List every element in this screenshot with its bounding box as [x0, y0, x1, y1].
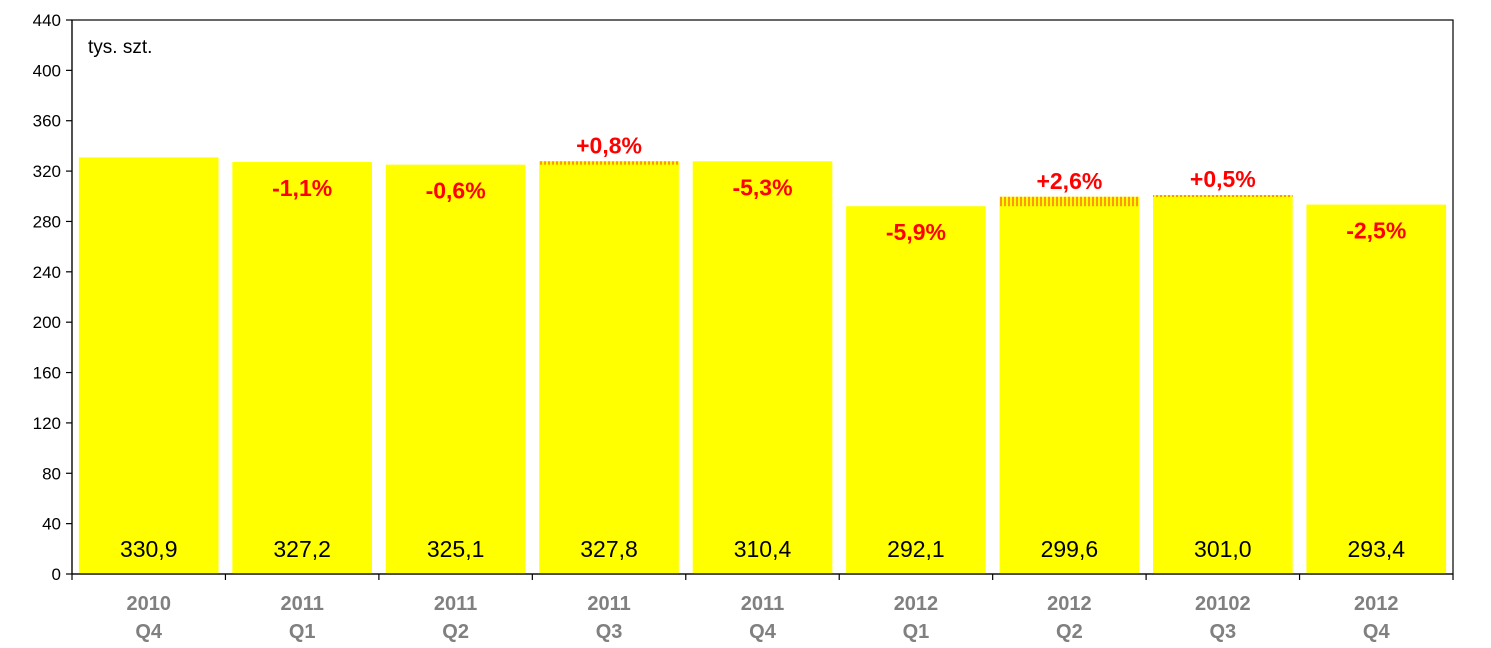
y-tick-label: 320 — [33, 162, 61, 181]
y-tick-label: 80 — [42, 464, 61, 483]
bar — [385, 164, 526, 574]
change-label: +2,6% — [1036, 168, 1102, 194]
y-tick-label: 400 — [33, 61, 61, 80]
x-tick-label: Q3 — [596, 621, 623, 643]
value-label: 299,6 — [1041, 536, 1099, 562]
y-tick-label: 40 — [42, 515, 61, 534]
change-label: -2,5% — [1346, 218, 1406, 244]
bar — [692, 161, 833, 574]
y-tick-label: 0 — [52, 565, 61, 584]
change-label: -1,1% — [272, 175, 332, 201]
x-tick-label: Q2 — [442, 621, 469, 643]
x-tick-label: 2011 — [280, 593, 323, 615]
bar — [999, 196, 1140, 574]
value-label: 330,9 — [120, 536, 178, 562]
unit-label: tys. szt. — [88, 37, 152, 58]
bar — [846, 206, 986, 574]
y-tick-label: 240 — [33, 263, 61, 282]
x-tick-label: Q1 — [903, 621, 930, 643]
x-tick-label: Q1 — [289, 621, 316, 643]
increase-band — [1153, 195, 1293, 198]
change-label: +0,8% — [576, 132, 642, 158]
x-tick-label: 2010 — [126, 593, 171, 615]
x-tick-label: 20102 — [1195, 593, 1251, 615]
bar — [1153, 195, 1293, 574]
increase-band — [999, 196, 1140, 207]
x-tick-label: 2012 — [1047, 593, 1092, 615]
value-label: 327,8 — [580, 536, 638, 562]
value-label: 310,4 — [734, 536, 792, 562]
y-tick-label: 200 — [33, 313, 61, 332]
y-tick-label: 440 — [33, 11, 61, 30]
x-tick-label: 2011 — [587, 593, 630, 615]
y-tick-label: 280 — [33, 212, 61, 231]
x-tick-label: Q4 — [749, 621, 777, 643]
bar — [1306, 204, 1447, 574]
x-tick-label: 2011 — [741, 593, 784, 615]
change-label: -5,3% — [732, 174, 792, 200]
x-tick-label: Q4 — [135, 621, 163, 643]
value-label: 301,0 — [1194, 536, 1252, 562]
value-label: 293,4 — [1347, 536, 1405, 562]
bar — [232, 162, 372, 574]
increase-band — [539, 161, 679, 165]
x-tick-label: 2012 — [1354, 593, 1399, 615]
y-tick-label: 160 — [33, 364, 61, 383]
x-tick-label: 2012 — [894, 593, 939, 615]
bar — [78, 157, 219, 574]
x-tick-label: Q4 — [1363, 621, 1391, 643]
x-tick-label: Q2 — [1056, 621, 1083, 643]
y-tick-label: 120 — [33, 414, 61, 433]
value-label: 292,1 — [887, 536, 945, 562]
change-label: -5,9% — [886, 219, 946, 245]
change-label: +0,5% — [1190, 166, 1256, 192]
x-tick-label: 2011 — [434, 593, 477, 615]
x-tick-label: Q3 — [1209, 621, 1236, 643]
y-tick-label: 360 — [33, 112, 61, 131]
value-label: 327,2 — [273, 536, 331, 562]
value-label: 325,1 — [427, 536, 485, 562]
bar — [539, 161, 679, 574]
change-label: -0,6% — [426, 178, 486, 204]
